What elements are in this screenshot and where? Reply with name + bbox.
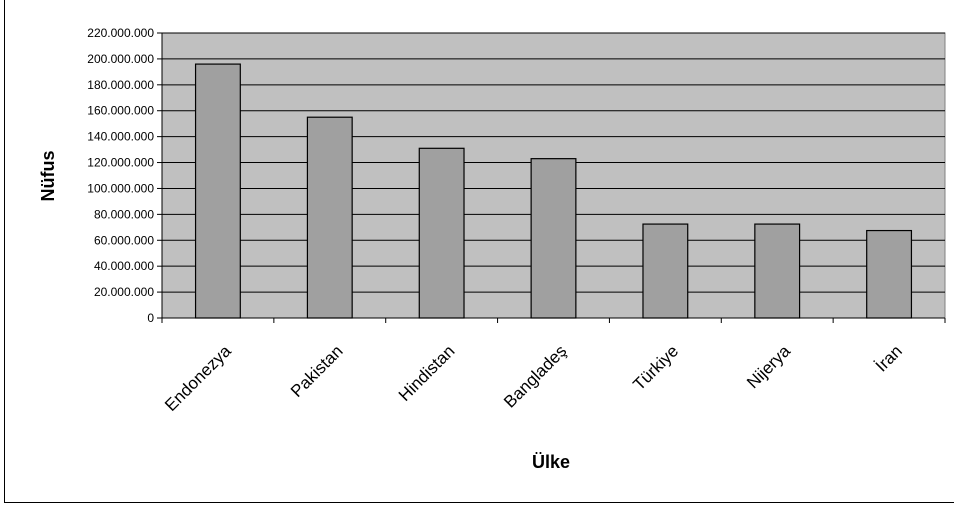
bar xyxy=(306,116,353,319)
y-tick-label: 180.000.000 xyxy=(87,78,154,92)
bar xyxy=(194,63,241,319)
x-tick-label: Bangladeş xyxy=(500,341,570,411)
x-tick-label: Türkiye xyxy=(629,341,682,394)
x-tick-label: Nijerya xyxy=(743,341,794,392)
x-tick-label: Hindistan xyxy=(395,341,459,405)
y-tick-label: 20.000.000 xyxy=(94,285,154,299)
x-axis-ticks: Endonezya Pakistan Hindistan Bangladeş Türki… xyxy=(161,318,946,415)
x-axis-title: Ülke xyxy=(532,452,570,472)
y-tick-label: 60.000.000 xyxy=(94,233,154,247)
y-tick-label: 220.000.000 xyxy=(87,26,154,40)
y-tick-label: 140.000.000 xyxy=(87,130,154,144)
x-tick-label: Endonezya xyxy=(161,341,235,415)
y-tick-label: 80.000.000 xyxy=(94,207,154,221)
y-tick-label: 200.000.000 xyxy=(87,52,154,66)
bar xyxy=(642,223,689,319)
x-tick-label: İran xyxy=(872,341,906,375)
bars xyxy=(194,63,913,319)
bar xyxy=(530,158,577,319)
bar xyxy=(866,229,913,319)
y-tick-label: 0 xyxy=(147,311,154,325)
y-tick-label: 40.000.000 xyxy=(94,259,154,273)
y-axis-ticks: 0 20.000.000 40.000.000 60.000.000 80.000.00… xyxy=(87,26,162,325)
bar xyxy=(754,223,801,319)
y-tick-label: 160.000.000 xyxy=(87,104,154,118)
y-axis-title: Nüfus xyxy=(38,151,58,202)
x-tick-label: Pakistan xyxy=(287,341,347,401)
y-tick-label: 100.000.000 xyxy=(87,181,154,195)
chart-frame xyxy=(4,0,954,503)
bar xyxy=(418,147,465,319)
y-tick-label: 120.000.000 xyxy=(87,156,154,170)
